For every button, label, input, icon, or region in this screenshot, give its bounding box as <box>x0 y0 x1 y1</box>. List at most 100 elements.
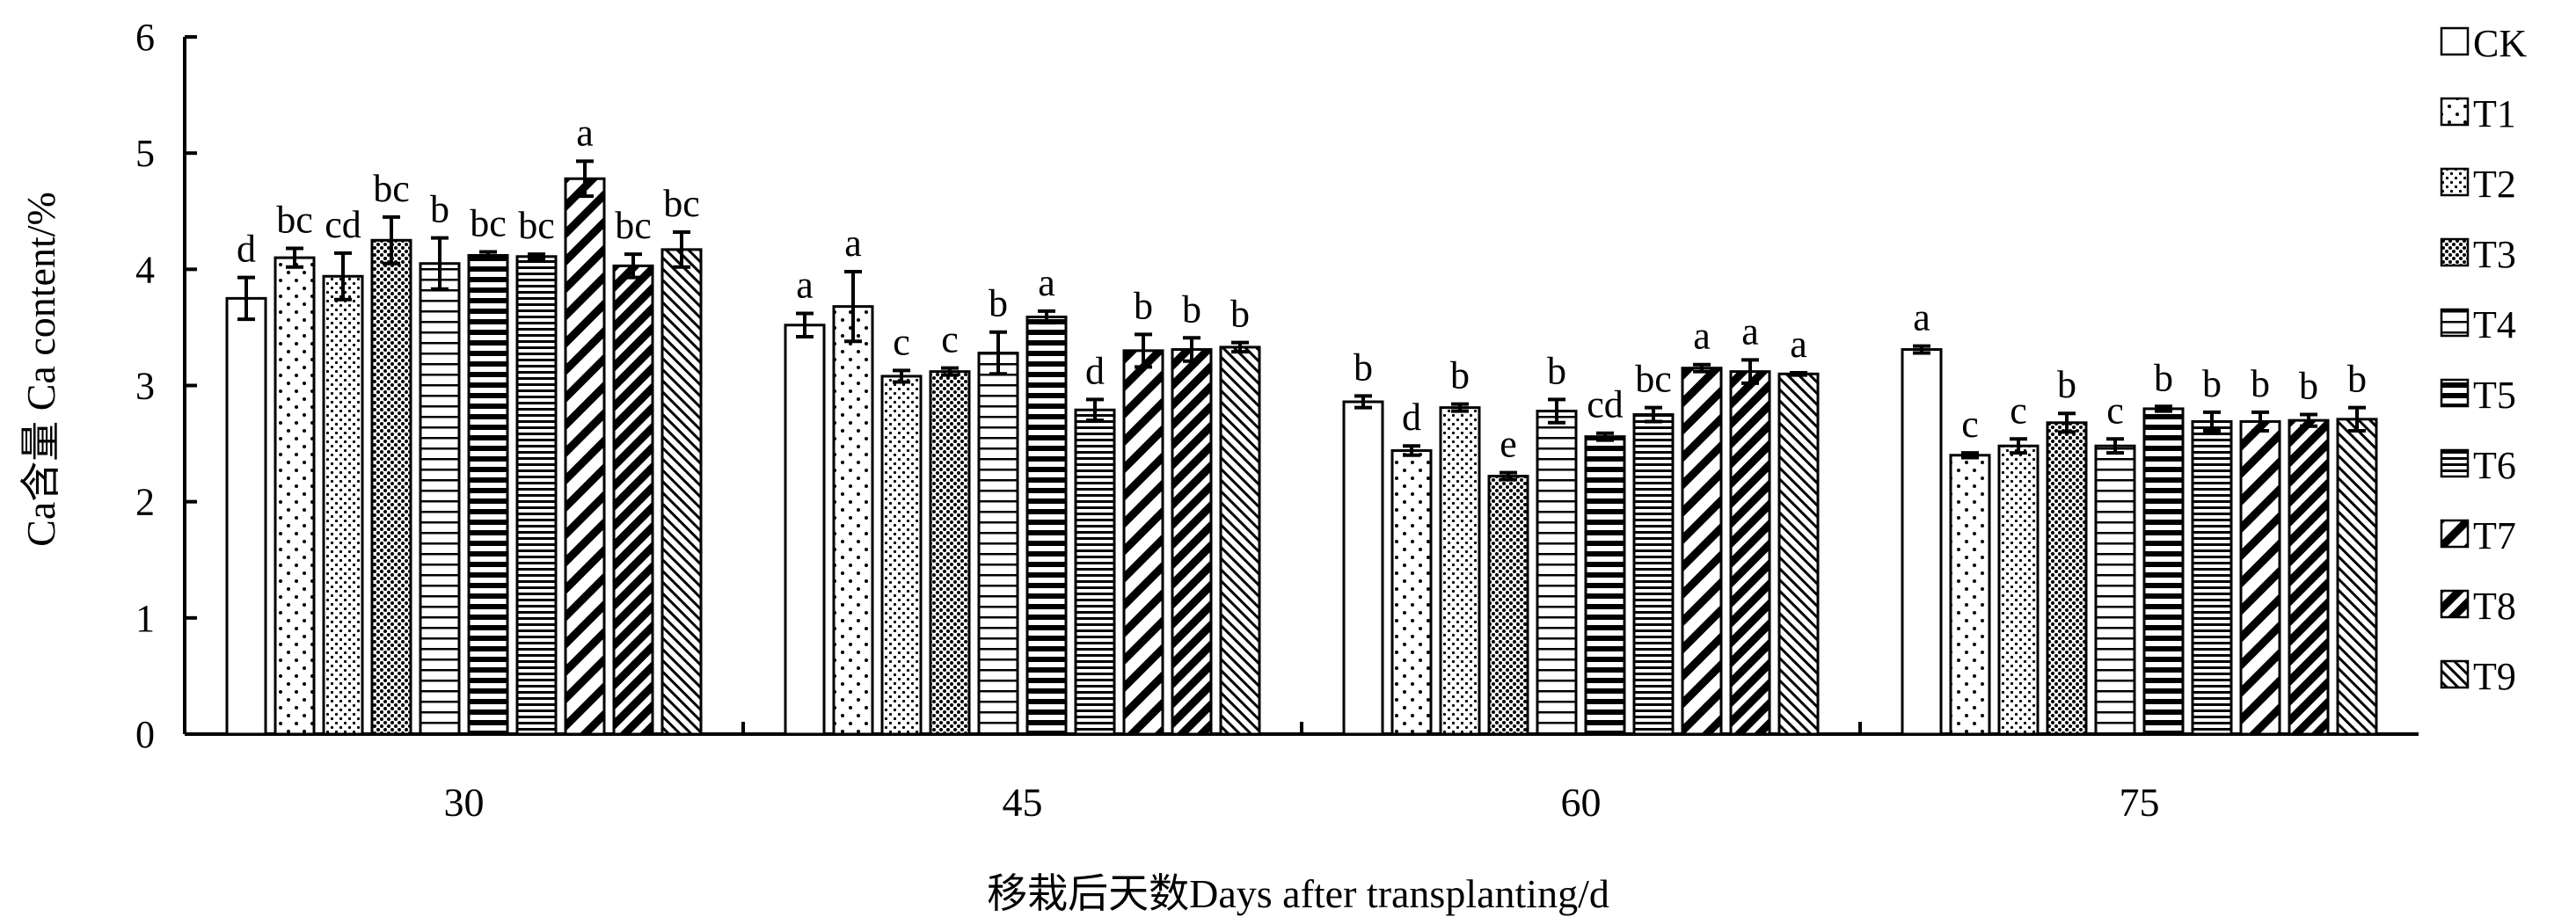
significance-letter: b <box>1354 346 1373 389</box>
bar-T5-30 <box>467 253 509 736</box>
legend-label: T7 <box>2473 514 2516 557</box>
legend-item-T2: T2 <box>2440 163 2516 206</box>
significance-letter: c <box>2010 389 2027 432</box>
y-tick-label: 1 <box>135 597 155 640</box>
significance-letter: bc <box>1635 358 1672 401</box>
y-tick-label: 4 <box>135 248 155 291</box>
bar-CK-60 <box>1342 400 1384 736</box>
bar-T5-75 <box>2142 407 2185 736</box>
significance-letter: a <box>1693 315 1711 358</box>
significance-letter: b <box>1182 287 1201 331</box>
significance-letter: b <box>2299 365 2318 408</box>
significance-letter: a <box>796 264 814 307</box>
bar-T2-45 <box>880 375 923 736</box>
bar-CK-45 <box>784 324 826 736</box>
legend-label: T9 <box>2473 655 2516 698</box>
bar-T2-60 <box>1439 406 1481 736</box>
significance-letter: cd <box>1587 383 1624 426</box>
significance-letter: b <box>1450 354 1470 397</box>
significance-letter: a <box>576 111 594 154</box>
significance-letter: a <box>844 222 862 265</box>
bars <box>225 159 2378 736</box>
bar-T3-75 <box>2046 421 2088 736</box>
bar-T8-75 <box>2288 418 2330 736</box>
legend-label: T6 <box>2473 444 2516 487</box>
legend-swatch <box>2440 237 2470 267</box>
significance-letter: b <box>989 282 1008 325</box>
legend-swatch <box>2440 589 2470 619</box>
legend-label: T3 <box>2473 233 2516 276</box>
y-tick-label: 6 <box>135 16 155 59</box>
bar-T8-60 <box>1729 370 1771 736</box>
bar-T4-30 <box>419 262 461 736</box>
x-tick-label: 60 <box>1561 780 1602 825</box>
significance-letter: cd <box>325 203 361 246</box>
legend-swatch <box>2440 519 2470 549</box>
bar-T2-75 <box>1997 444 2040 736</box>
bar-T1-60 <box>1390 449 1433 736</box>
y-tick-label: 2 <box>135 481 155 524</box>
legend-label: T2 <box>2473 163 2516 206</box>
legend-swatch <box>2440 448 2470 478</box>
significance-letter: d <box>1402 396 1421 439</box>
significance-letter: b <box>2057 363 2076 406</box>
bar-T7-75 <box>2239 419 2281 736</box>
significance-letter: bc <box>276 199 313 242</box>
y-tick-label: 0 <box>135 713 155 756</box>
bar-T5-60 <box>1584 435 1626 736</box>
legend-label: T4 <box>2473 303 2516 346</box>
significance-letter: bc <box>373 167 410 210</box>
bar-CK-30 <box>225 296 267 736</box>
bar-T6-30 <box>515 255 558 736</box>
y-tick-label: 3 <box>135 365 155 408</box>
significance-letter: e <box>1500 423 1517 466</box>
y-tick-label: 5 <box>135 132 155 175</box>
significance-letter: bc <box>663 182 700 225</box>
significance-letter: d <box>1085 349 1105 392</box>
significance-letter: c <box>941 318 959 361</box>
legend-swatch <box>2440 26 2470 56</box>
bar-T1-30 <box>274 256 316 736</box>
bar-T2-30 <box>322 274 364 736</box>
bar-CK-75 <box>1901 348 1943 736</box>
bar-T7-45 <box>1122 349 1164 736</box>
bar-T7-60 <box>1681 367 1723 736</box>
significance-letter: a <box>1038 261 1055 304</box>
significance-letter: b <box>1230 293 1250 336</box>
bar-T8-45 <box>1171 348 1213 736</box>
legend-item-CK: CK <box>2440 22 2527 65</box>
bar-T3-45 <box>929 370 971 736</box>
bar-T8-30 <box>612 264 654 736</box>
significance-letter: d <box>237 228 256 271</box>
bar-T7-30 <box>564 177 606 736</box>
legend-swatch <box>2440 659 2470 689</box>
significance-letter: b <box>1547 349 1566 392</box>
significance-letter: c <box>2106 389 2124 432</box>
bar-T6-75 <box>2191 419 2233 736</box>
legend-swatch <box>2440 167 2470 197</box>
bar-T9-45 <box>1219 346 1261 736</box>
significance-letter: bc <box>615 204 652 247</box>
legend-swatch <box>2440 378 2470 408</box>
significance-letter: b <box>2154 356 2173 399</box>
significance-letter: bc <box>470 202 507 245</box>
significance-letter: b <box>2202 362 2222 405</box>
significance-letter: c <box>1961 403 1979 446</box>
legend-item-T7: T7 <box>2440 514 2516 557</box>
legend-swatch <box>2440 97 2470 127</box>
bar-T9-30 <box>660 248 703 736</box>
significance-letter: b <box>2251 362 2270 405</box>
x-tick-label: 30 <box>444 780 485 825</box>
significance-letter: a <box>1790 323 1807 366</box>
legend-item-T5: T5 <box>2440 374 2516 417</box>
bar-T4-75 <box>2094 444 2136 736</box>
bar-T9-60 <box>1777 372 1820 736</box>
x-axis-title: 移栽后天数Days after transplanting/d <box>987 871 1609 916</box>
bar-T4-45 <box>977 351 1019 736</box>
significance-letter: a <box>1913 296 1930 339</box>
legend-label: T8 <box>2473 585 2516 628</box>
bar-T1-45 <box>832 305 874 736</box>
legend-label: CK <box>2473 22 2527 65</box>
bar-T5-45 <box>1025 316 1068 736</box>
legend-item-T1: T1 <box>2440 92 2516 135</box>
